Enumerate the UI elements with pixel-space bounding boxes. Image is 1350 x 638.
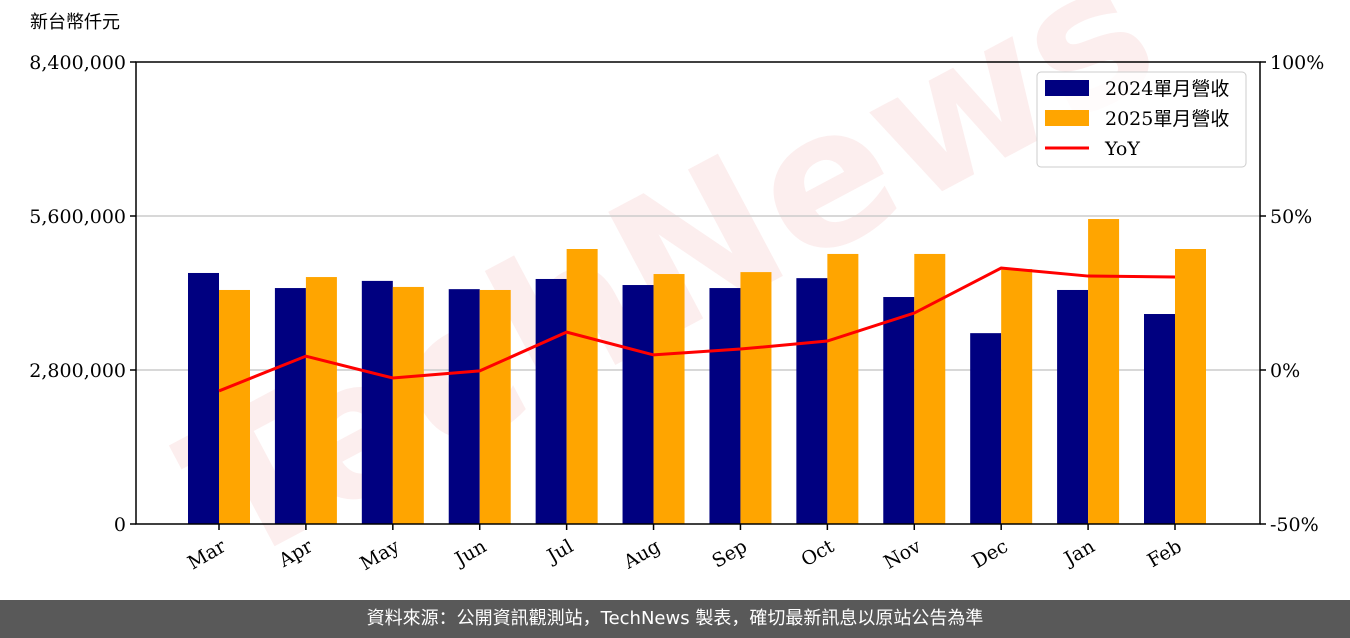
bar [1175,249,1206,524]
x-tick-label: Jul [542,535,577,568]
legend-label: YoY [1104,138,1140,160]
bar [622,285,654,524]
bar [479,289,511,524]
bar [796,278,828,524]
bar [305,277,337,524]
x-tick-label: Nov [880,535,925,574]
x-tick-label: Jan [1059,535,1099,571]
y-tick-label: 8,400,000 [29,52,126,74]
bar [653,274,685,524]
bar [883,297,915,524]
plot-frame [135,61,1261,525]
footer: 資料來源：公開資訊觀測站，TechNews 製表，確切最新訊息以原站公告為準 [0,600,1350,638]
bar [914,253,946,524]
bar [392,286,424,524]
bar [219,289,250,524]
bar [1057,289,1089,524]
bar [566,249,598,524]
bar [827,253,859,524]
bar [970,333,1002,524]
bar [1088,219,1120,524]
x-tick-label: Sep [708,535,751,572]
y2-tick-label: 0% [1270,360,1300,382]
bar [188,272,219,524]
y-tick-label: 0 [114,514,126,536]
bar [535,278,567,524]
legend-label: 2025單月營收 [1105,108,1229,130]
legend-box [1036,71,1247,168]
x-tick-label: Dec [969,535,1012,573]
legend-swatch [1045,80,1089,96]
x-tick-label: Oct [798,535,839,571]
y2-tick-label: 50% [1270,206,1312,228]
legend-label: 2024單月營收 [1105,78,1229,100]
bar [1001,269,1033,524]
line [218,266,1176,393]
y-axis-unit: 新台幣仟元 [30,12,120,33]
bar [1144,314,1175,524]
legend-swatch [1045,110,1089,126]
bar [361,280,393,524]
x-tick-label: Aug [619,535,664,574]
y2-tick-label: 100% [1270,52,1324,74]
bar [274,288,306,524]
bar [740,272,772,524]
chart: 新台幣仟元 TechNews 02,800,0005,600,0008,400,… [29,0,1324,600]
x-tick-label: Feb [1144,535,1186,572]
bar [448,289,480,524]
x-tick-label: Jun [450,535,491,571]
y2-tick-label: -50% [1270,514,1319,536]
y-tick-label: 5,600,000 [29,206,126,228]
y-tick-label: 2,800,000 [29,360,126,382]
bar [709,288,741,524]
